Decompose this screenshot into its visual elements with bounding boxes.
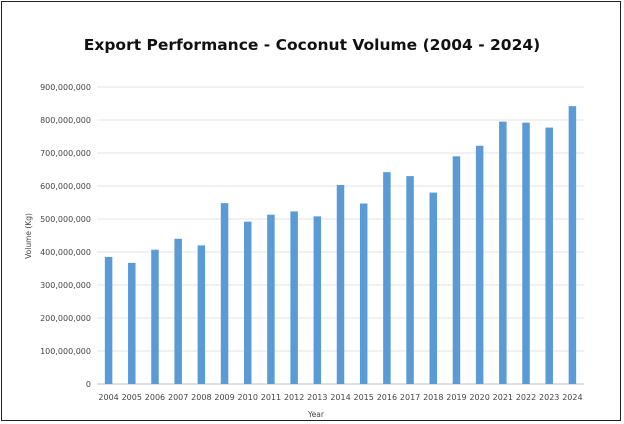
bar-2020	[475, 145, 484, 384]
x-tick-label: 2007	[168, 393, 188, 402]
bar-2017	[406, 176, 414, 384]
bar-2010	[243, 221, 252, 384]
x-tick-label: 2004	[98, 393, 118, 402]
x-tick-label: 2011	[261, 393, 281, 402]
y-tick-label: 100,000,000	[40, 347, 91, 356]
y-tick-labels: 0 100,000,000 200,000,000 300,000,000 400,00…	[40, 83, 91, 389]
bar-2023	[545, 127, 553, 384]
chart-title: Export Performance - Coconut Volume (200…	[83, 36, 541, 54]
x-tick-label: 2009	[214, 393, 234, 402]
bar-2016	[383, 172, 391, 384]
bar-2004	[104, 256, 113, 384]
x-tick-label: 2022	[516, 393, 536, 402]
x-tick-label: 2015	[354, 393, 374, 402]
x-tick-label: 2010	[238, 393, 258, 402]
x-tick-label: 2006	[145, 393, 165, 402]
x-tick-label: 2012	[284, 393, 304, 402]
y-tick-label: 300,000,000	[40, 281, 91, 290]
y-tick-label: 400,000,000	[40, 248, 91, 257]
bar-2011	[267, 214, 275, 384]
bar-2009	[220, 203, 229, 384]
y-axis-label: Volume (Kg)	[24, 213, 33, 259]
x-tick-label: 2013	[307, 393, 327, 402]
bar-2019	[452, 156, 461, 384]
y-tick-label: 0	[86, 380, 91, 389]
bar-2022	[522, 122, 530, 384]
bar-2015	[359, 203, 368, 384]
bar-2013	[313, 216, 322, 384]
bar-2018	[429, 192, 438, 384]
y-tick-label: 200,000,000	[40, 314, 91, 323]
x-tick-label: 2008	[191, 393, 211, 402]
bar-2021	[499, 121, 507, 385]
x-tick-label: 2024	[562, 393, 582, 402]
x-tick-label: 2020	[469, 393, 489, 402]
x-tick-label: 2021	[493, 393, 513, 402]
x-tick-label: 2014	[330, 393, 350, 402]
y-tick-label: 800,000,000	[40, 116, 91, 125]
bar-2008	[197, 245, 206, 384]
bar-2007	[174, 238, 182, 384]
y-tick-label: 900,000,000	[40, 83, 91, 92]
x-axis-label: Year	[307, 410, 325, 419]
y-tick-label: 700,000,000	[40, 149, 91, 158]
x-tick-labels: 2004 2005 2006 2007 2008 2009 2010 2011 2012 2013…	[98, 393, 582, 402]
bar-2006	[151, 249, 159, 384]
x-tick-label: 2023	[539, 393, 559, 402]
bar-2024	[568, 106, 577, 384]
x-tick-label: 2019	[446, 393, 466, 402]
bar-2005	[128, 262, 136, 384]
x-tick-label: 2005	[122, 393, 142, 402]
x-tick-label: 2017	[400, 393, 420, 402]
bar-2012	[290, 211, 298, 384]
x-tick-label: 2016	[377, 393, 397, 402]
bar-2014	[336, 185, 345, 384]
y-tick-label: 500,000,000	[40, 215, 91, 224]
bars	[104, 106, 577, 385]
y-tick-label: 600,000,000	[40, 182, 91, 191]
x-tick-label: 2018	[423, 393, 443, 402]
